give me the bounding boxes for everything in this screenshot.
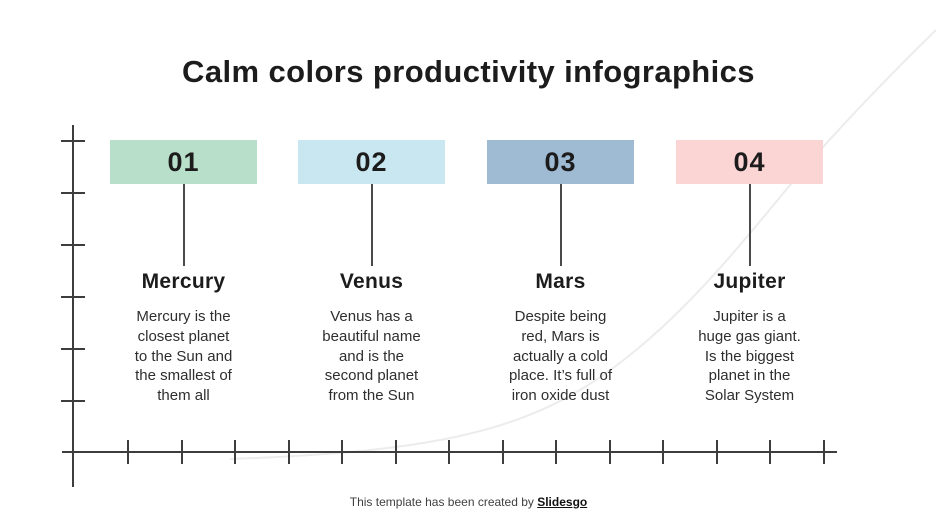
connector-line-3 (559, 184, 562, 266)
x-axis-ticks (127, 440, 825, 464)
v-tick (61, 296, 85, 298)
h-tick (341, 440, 344, 464)
h-tick (822, 440, 825, 464)
number-box-2: 02 (298, 140, 445, 184)
infographic-item-4: 04 Jupiter Jupiter is a huge gas giant. … (676, 140, 823, 406)
h-tick (715, 440, 718, 464)
y-axis-ticks (61, 140, 85, 402)
h-tick (448, 440, 451, 464)
h-tick (501, 440, 504, 464)
v-tick (61, 192, 85, 194)
planet-description-1: Mercury is the closest planet to the Sun… (134, 308, 233, 405)
slidesgo-link[interactable]: Slidesgo (537, 495, 588, 509)
infographic-item-1: 01 Mercury Mercury is the closest planet… (110, 140, 257, 406)
planet-name-1: Mercury (141, 270, 226, 293)
h-tick (769, 440, 772, 464)
number-box-4: 04 (676, 140, 823, 184)
v-tick (61, 348, 85, 350)
h-tick (287, 440, 290, 464)
planet-description-2: Venus has a beautiful name and is the se… (322, 308, 421, 405)
y-axis-line (72, 125, 74, 487)
v-tick (61, 244, 85, 246)
planet-name-2: Venus (339, 270, 404, 293)
h-tick (180, 440, 183, 464)
connector-line-2 (370, 184, 373, 266)
h-tick (394, 440, 397, 464)
h-tick (662, 440, 665, 464)
h-tick (555, 440, 558, 464)
planet-description-4: Jupiter is a huge gas giant. Is the bigg… (698, 308, 801, 405)
infographic-item-2: 02 Venus Venus has a beautiful name and … (298, 140, 445, 406)
h-tick (234, 440, 237, 464)
footer-credit-text: This template has been created by (349, 495, 538, 509)
planet-name-3: Mars (535, 270, 586, 293)
h-tick (127, 440, 129, 464)
infographic-item-3: 03 Mars Despite being red, Mars is actua… (487, 140, 634, 406)
h-tick (608, 440, 611, 464)
planet-description-3: Despite being red, Mars is actually a co… (508, 308, 613, 405)
planet-name-4: Jupiter (713, 270, 786, 293)
v-tick (61, 140, 85, 142)
number-box-3: 03 (487, 140, 634, 184)
page-title: Calm colors productivity infographics (182, 54, 755, 89)
v-tick (61, 400, 85, 402)
number-box-1: 01 (110, 140, 257, 184)
connector-line-1 (182, 184, 185, 266)
connector-line-4 (748, 184, 751, 266)
footer-credit: This template has been created by Slides… (0, 495, 937, 509)
